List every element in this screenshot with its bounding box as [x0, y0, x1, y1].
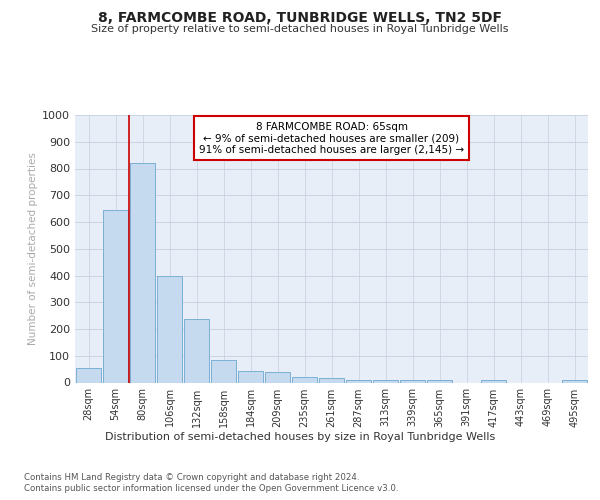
Text: Contains HM Land Registry data © Crown copyright and database right 2024.: Contains HM Land Registry data © Crown c…: [24, 472, 359, 482]
Bar: [319, 378, 344, 382]
Bar: [184, 319, 209, 382]
Text: Contains public sector information licensed under the Open Government Licence v3: Contains public sector information licen…: [24, 484, 398, 493]
Bar: [265, 372, 290, 382]
Bar: [157, 276, 182, 382]
Text: Size of property relative to semi-detached houses in Royal Tunbridge Wells: Size of property relative to semi-detach…: [91, 24, 509, 34]
Y-axis label: Number of semi-detached properties: Number of semi-detached properties: [28, 152, 38, 345]
Bar: [400, 380, 425, 382]
Bar: [562, 380, 587, 382]
Bar: [211, 360, 236, 382]
Bar: [481, 380, 506, 382]
Text: 8, FARMCOMBE ROAD, TUNBRIDGE WELLS, TN2 5DF: 8, FARMCOMBE ROAD, TUNBRIDGE WELLS, TN2 …: [98, 11, 502, 25]
Bar: [346, 380, 371, 382]
Bar: [76, 368, 101, 382]
Bar: [373, 380, 398, 382]
Bar: [238, 372, 263, 382]
Text: Distribution of semi-detached houses by size in Royal Tunbridge Wells: Distribution of semi-detached houses by …: [105, 432, 495, 442]
Text: 8 FARMCOMBE ROAD: 65sqm
← 9% of semi-detached houses are smaller (209)
91% of se: 8 FARMCOMBE ROAD: 65sqm ← 9% of semi-det…: [199, 122, 464, 155]
Bar: [427, 380, 452, 382]
Bar: [292, 376, 317, 382]
Bar: [103, 210, 128, 382]
Bar: [130, 163, 155, 382]
